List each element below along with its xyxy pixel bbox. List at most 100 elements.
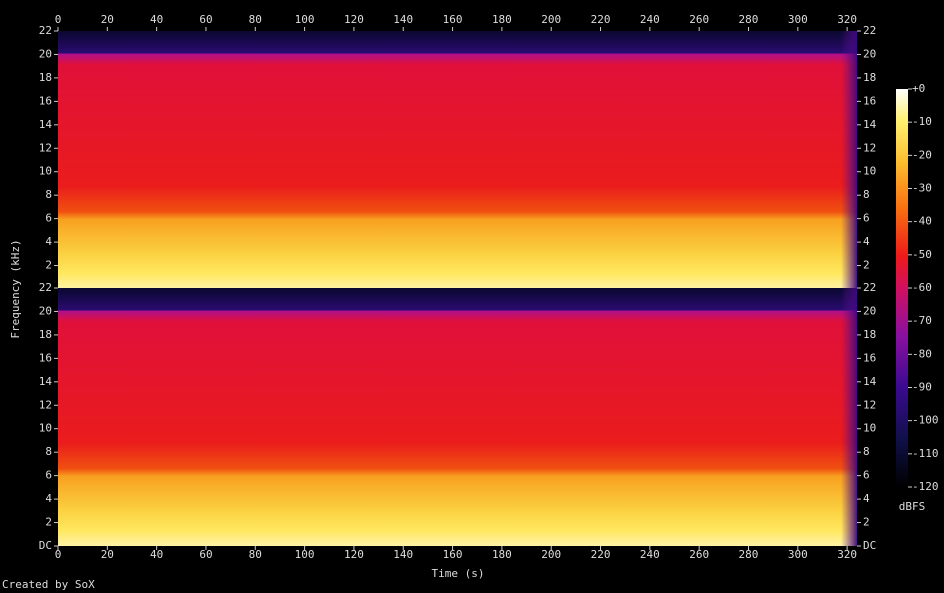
x-tick-label: 20 bbox=[101, 548, 114, 561]
colorbar-tick-label: -70 bbox=[912, 314, 932, 327]
y-tick-label: 8 bbox=[863, 445, 870, 458]
y-tick-label: 2 bbox=[45, 516, 52, 529]
y-tick-label: 18 bbox=[863, 328, 876, 341]
x-tick-label: 240 bbox=[640, 548, 660, 561]
colorbar-tick-label: +0 bbox=[912, 82, 925, 95]
y-tick-label: 22 bbox=[39, 281, 52, 294]
y-tick-label: 8 bbox=[863, 188, 870, 201]
y-tick-label: 16 bbox=[863, 351, 876, 364]
spectrogram-panel bbox=[58, 288, 857, 546]
y-tick-label: 16 bbox=[39, 351, 52, 364]
colorbar-label: dBFS bbox=[899, 500, 926, 513]
y-tick-label: 10 bbox=[39, 165, 52, 178]
y-tick-label: 20 bbox=[863, 304, 876, 317]
x-tick-label: 60 bbox=[199, 13, 212, 26]
colorbar-tick-label: -50 bbox=[912, 248, 932, 261]
x-tick-label: 220 bbox=[591, 13, 611, 26]
x-tick-label: 280 bbox=[739, 548, 759, 561]
x-tick-label: 80 bbox=[249, 548, 262, 561]
colorbar-tick-label: -100 bbox=[912, 414, 939, 427]
y-tick-label: 10 bbox=[863, 165, 876, 178]
x-tick-label: 180 bbox=[492, 13, 512, 26]
x-tick-label: 0 bbox=[55, 548, 62, 561]
colorbar-tick-label: -60 bbox=[912, 281, 932, 294]
y-tick-label: DC bbox=[863, 539, 876, 552]
y-tick-label: 22 bbox=[863, 24, 876, 37]
y-tick-label: 12 bbox=[39, 398, 52, 411]
x-tick-label: 120 bbox=[344, 13, 364, 26]
credit: Created by SoX bbox=[2, 578, 95, 591]
y-tick-label: 6 bbox=[45, 469, 52, 482]
x-tick-label: 100 bbox=[295, 548, 315, 561]
y-tick-label: 20 bbox=[39, 304, 52, 317]
x-tick-label: 320 bbox=[837, 548, 857, 561]
x-tick-label: 160 bbox=[443, 13, 463, 26]
x-tick-label: 220 bbox=[591, 548, 611, 561]
y-tick-label: 20 bbox=[39, 47, 52, 60]
y-tick-label: 12 bbox=[863, 398, 876, 411]
y-tick-label: 14 bbox=[39, 375, 53, 388]
x-axis-label: Time (s) bbox=[432, 567, 485, 580]
y-tick-label: 6 bbox=[863, 212, 870, 225]
y-tick-label: 22 bbox=[39, 24, 52, 37]
y-tick-label: 4 bbox=[45, 492, 52, 505]
x-tick-label: 40 bbox=[150, 548, 163, 561]
colorbar-tick-label: -20 bbox=[912, 148, 932, 161]
x-tick-label: 280 bbox=[739, 13, 759, 26]
colorbar-tick-label: -10 bbox=[912, 115, 932, 128]
y-tick-label: 4 bbox=[863, 235, 870, 248]
y-tick-label: 18 bbox=[863, 71, 876, 84]
colorbar-tick-label: -30 bbox=[912, 182, 932, 195]
x-tick-label: 200 bbox=[541, 548, 561, 561]
fade-out bbox=[841, 288, 857, 546]
x-tick-label: 100 bbox=[295, 13, 315, 26]
y-tick-label: 14 bbox=[39, 118, 53, 131]
y-tick-label: 14 bbox=[863, 375, 877, 388]
y-tick-label: 14 bbox=[863, 118, 877, 131]
y-tick-label: 12 bbox=[863, 141, 876, 154]
x-tick-label: 160 bbox=[443, 548, 463, 561]
x-tick-label: 320 bbox=[837, 13, 857, 26]
x-tick-label: 80 bbox=[249, 13, 262, 26]
x-tick-label: 40 bbox=[150, 13, 163, 26]
plot-layer bbox=[58, 31, 857, 546]
y-tick-label: 16 bbox=[39, 94, 52, 107]
x-tick-label: 180 bbox=[492, 548, 512, 561]
colorbar-tick-label: -110 bbox=[912, 447, 939, 460]
y-tick-label: 2 bbox=[863, 516, 870, 529]
y-tick-label: 2 bbox=[863, 259, 870, 272]
x-tick-label: 140 bbox=[393, 548, 413, 561]
y-tick-label: 22 bbox=[863, 281, 876, 294]
colorbar-tick-label: -120 bbox=[912, 480, 939, 493]
y-tick-label: 12 bbox=[39, 141, 52, 154]
x-tick-label: 0 bbox=[55, 13, 62, 26]
y-tick-label: 4 bbox=[863, 492, 870, 505]
x-tick-label: 120 bbox=[344, 548, 364, 561]
y-tick-label: 18 bbox=[39, 328, 52, 341]
x-tick-label: 140 bbox=[393, 13, 413, 26]
y-tick-label: 2 bbox=[45, 259, 52, 272]
y-tick-label: 8 bbox=[45, 445, 52, 458]
colorbar-tick-label: -90 bbox=[912, 381, 932, 394]
colorbar-tick-label: -80 bbox=[912, 347, 932, 360]
y-tick-label: 6 bbox=[45, 212, 52, 225]
x-tick-label: 200 bbox=[541, 13, 561, 26]
x-tick-label: 260 bbox=[689, 13, 709, 26]
x-tick-label: 300 bbox=[788, 13, 808, 26]
x-tick-label: 260 bbox=[689, 548, 709, 561]
x-tick-label: 300 bbox=[788, 548, 808, 561]
spectrogram-panel bbox=[58, 31, 857, 289]
y-tick-label: 20 bbox=[863, 47, 876, 60]
y-tick-label: 10 bbox=[863, 422, 876, 435]
x-tick-label: 60 bbox=[199, 548, 212, 561]
colorbar bbox=[896, 89, 908, 487]
y-tick-label: 16 bbox=[863, 94, 876, 107]
x-tick-label: 240 bbox=[640, 13, 660, 26]
y-tick-label: 6 bbox=[863, 469, 870, 482]
x-tick-label: 20 bbox=[101, 13, 114, 26]
y-axis-label: Frequency (kHz) bbox=[9, 239, 22, 338]
y-tick-label: 8 bbox=[45, 188, 52, 201]
y-tick-label: 18 bbox=[39, 71, 52, 84]
fade-out bbox=[841, 31, 857, 289]
